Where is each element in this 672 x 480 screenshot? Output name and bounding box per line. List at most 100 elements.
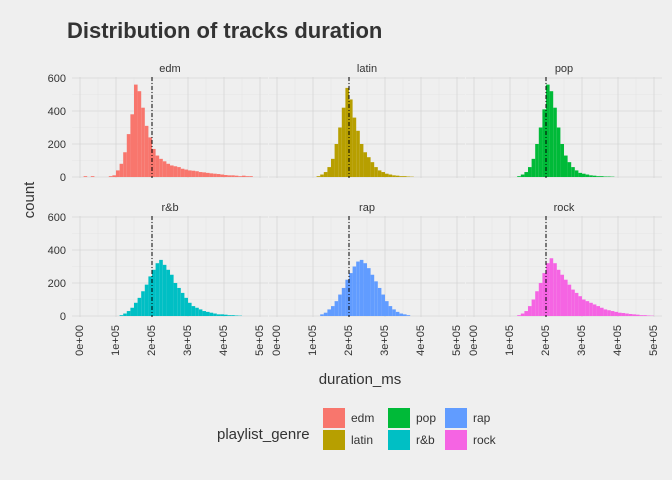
histogram-bar — [392, 309, 396, 316]
histogram-bar — [323, 312, 328, 316]
facet-panel-r&b: r&b 0 200 400 600 0e+00 1e+05 2e+05 3e+05 4e+05 5e… — [48, 202, 268, 356]
histogram-bar — [177, 287, 181, 316]
histogram-bar — [356, 261, 360, 316]
histogram-bar — [403, 176, 407, 177]
x-tick-label: 5e+05 — [648, 325, 660, 356]
histogram-bar — [553, 107, 557, 177]
histogram-bar — [320, 174, 324, 177]
legend-label: edm — [351, 411, 374, 425]
histogram-bar — [134, 84, 138, 177]
legend-item-rap: rap — [445, 408, 491, 428]
histogram-bar — [90, 176, 95, 177]
histogram-bar — [123, 152, 127, 177]
histogram-bar — [224, 175, 228, 177]
histogram-bar — [126, 311, 131, 316]
x-tick-label: 3e+05 — [576, 325, 588, 356]
histogram-bar — [331, 158, 335, 177]
histogram-bar — [556, 127, 561, 177]
histogram-bar — [227, 175, 232, 177]
histogram-bar — [188, 170, 192, 177]
histogram-bar — [538, 283, 543, 316]
histogram-bar — [320, 314, 324, 316]
histogram-bar — [180, 292, 185, 316]
histogram-bar — [520, 313, 525, 316]
x-tick-label: 1e+05 — [110, 325, 122, 356]
histogram-bar — [520, 174, 525, 177]
facet-panel-pop: pop — [466, 63, 662, 178]
histogram-bar — [603, 309, 608, 316]
y-tick-label: 600 — [48, 73, 66, 85]
histogram-bar — [184, 169, 188, 177]
histogram-bar — [571, 289, 575, 316]
histogram-bar — [177, 167, 181, 177]
histogram-bar — [399, 176, 403, 177]
histogram-bar — [403, 314, 407, 316]
histogram-bar — [213, 313, 217, 316]
histogram-bar — [592, 175, 597, 177]
histogram-bars — [517, 84, 615, 177]
histogram-bar — [327, 309, 331, 316]
histogram-bar — [538, 127, 543, 177]
legend-label: r&b — [416, 433, 435, 447]
x-tick-label: 4e+05 — [218, 325, 230, 356]
legend-item-rock: rock — [445, 430, 497, 450]
histogram-bar — [639, 315, 644, 316]
y-tick-label: 200 — [48, 278, 66, 290]
histogram-bar — [155, 155, 160, 177]
histogram-bar — [589, 302, 593, 316]
histogram-bar — [170, 274, 174, 316]
x-tick-label: 2e+05 — [146, 325, 158, 356]
histogram-bar — [582, 299, 586, 316]
histogram-bar — [359, 259, 364, 316]
histogram-bar — [198, 309, 203, 316]
histogram-bar — [636, 314, 640, 316]
histogram-bar — [531, 158, 536, 177]
histogram-bar — [112, 175, 116, 177]
histogram-bar — [108, 176, 113, 177]
legend-swatch — [388, 408, 410, 428]
histogram-bar — [123, 313, 127, 316]
histogram-bar — [195, 171, 199, 177]
legend-title: playlist_genre — [217, 426, 310, 443]
histogram-bar — [374, 167, 378, 177]
histogram-bar — [578, 172, 582, 177]
histogram-bar — [388, 306, 393, 316]
histogram-bar — [144, 125, 149, 177]
facet-strip-label: latin — [357, 63, 377, 75]
histogram-bar — [359, 144, 364, 177]
histogram-bar — [162, 161, 167, 177]
histogram-bar — [528, 167, 532, 177]
histogram-bar — [395, 311, 400, 316]
histogram-bar — [349, 273, 353, 316]
histogram-bar — [567, 162, 572, 177]
histogram-bar — [363, 263, 367, 316]
facet-strip-label: edm — [159, 63, 180, 75]
legend-label: latin — [351, 433, 373, 447]
facet-strip-label: rap — [359, 202, 375, 214]
facet-panel-rock: rock 0e+00 1e+05 2e+05 3e+05 4e+05 5e+05 — [466, 202, 662, 356]
histogram-bar — [349, 99, 353, 177]
histogram-bar — [356, 130, 360, 177]
histogram-bar — [578, 296, 582, 316]
histogram-bar — [338, 127, 342, 177]
histogram-bar — [560, 274, 564, 316]
gridlines — [72, 77, 268, 178]
histogram-bar — [367, 268, 371, 316]
legend-label: rap — [473, 411, 491, 425]
histogram-bar — [553, 263, 557, 316]
histogram-bar — [162, 264, 167, 316]
legend-item-pop: pop — [388, 408, 436, 428]
histogram-bar — [517, 176, 521, 177]
histogram-bar — [334, 144, 339, 177]
histogram-bar — [585, 174, 590, 177]
histogram-bar — [334, 301, 339, 316]
histogram-bar — [596, 306, 600, 316]
histogram-bar — [148, 276, 152, 316]
y-axis-label: count — [21, 181, 38, 219]
histogram-bar — [621, 313, 626, 316]
histogram-bar — [381, 172, 385, 177]
legend-swatch — [388, 430, 410, 450]
histogram-bar — [370, 162, 375, 177]
histogram-bar — [535, 291, 539, 316]
